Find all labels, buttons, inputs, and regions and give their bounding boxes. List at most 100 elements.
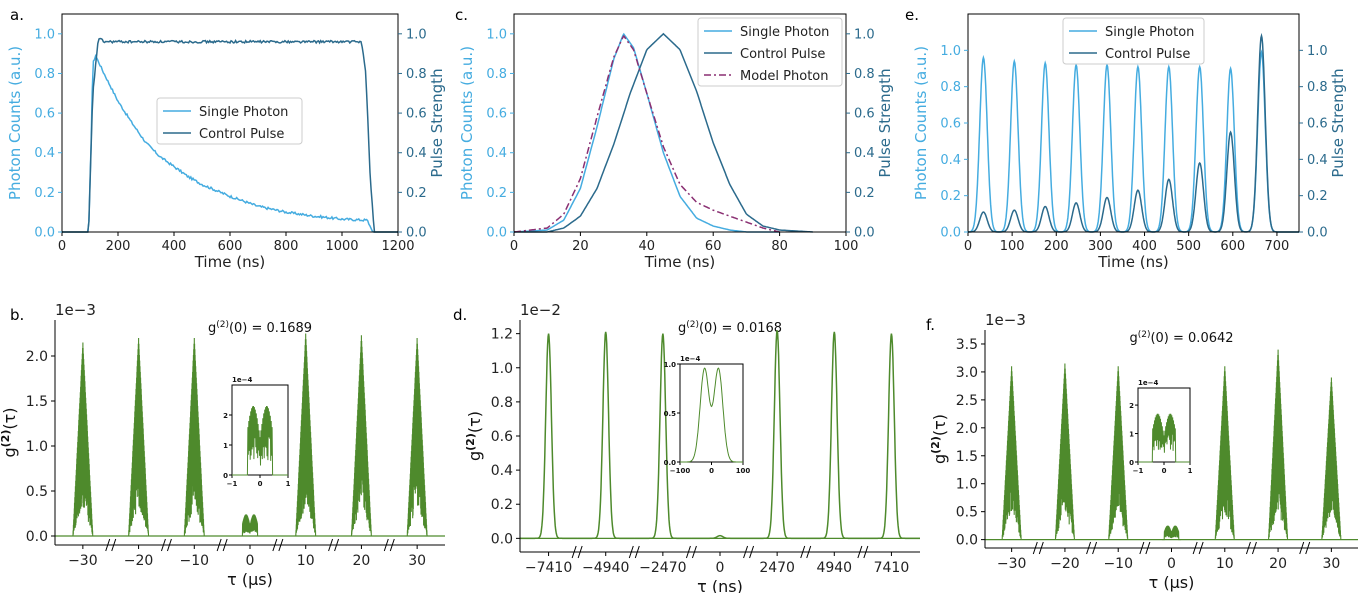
legend-label: Control Pulse <box>199 127 284 142</box>
y2-tick-label: 0.0 <box>1307 226 1328 241</box>
panel-b: b. 1e−3 g(2)(0) = 0.1689 0.0 0.5 1.0 1.5 2.0 g(2… <box>0 301 445 589</box>
y-tick-label: 0.5 <box>26 484 48 500</box>
axis-break-mark <box>160 538 166 552</box>
axis-break-mark <box>1139 541 1145 555</box>
axis-break-mark <box>1145 541 1151 555</box>
g2-peak <box>1054 363 1076 540</box>
x-axis-label: Time (ns) <box>194 253 266 271</box>
y-tick-label: 1.0 <box>491 361 513 377</box>
inset-scale-label: 1e−4 <box>1138 379 1158 387</box>
inset-y-tick-label: 2 <box>223 412 228 420</box>
x-tick-label: 30 <box>1322 556 1340 572</box>
inset-y-tick-label: 0.0 <box>664 459 677 467</box>
panel-d: d. 1e−2 g(2)(0) = 0.0168 0.0 0.2 0.4 0.6 0.8 1.0… <box>453 301 920 593</box>
y-tick-label: 0.8 <box>940 80 961 95</box>
y-tick-label: 0.0 <box>491 531 513 547</box>
y-tick-label: 1.5 <box>26 394 48 410</box>
x-axis-label: τ (μs) <box>1149 573 1195 592</box>
x-tick-label: 100 <box>834 239 859 254</box>
x-tick-label: 1200 <box>381 239 414 254</box>
legend-label: Single Photon <box>199 105 288 120</box>
panel-e: e. 0 100 200 300 400 500 600 700 Time (ns) 0.0 0.2 0… <box>905 6 1347 271</box>
panel-a: a. 0 200 400 600 800 1000 1200 Time (ns) 0.0 0.2 0.… <box>6 6 446 271</box>
axis-break-mark <box>571 545 577 559</box>
inset-x-tick-label: 1 <box>1188 467 1193 475</box>
panel-label: f. <box>926 316 935 334</box>
inset-y-tick-label: 1.0 <box>664 361 677 369</box>
x-tick-label: −10 <box>180 553 210 569</box>
x-tick-label: 400 <box>1132 239 1157 254</box>
inset-y-tick-label: 0 <box>1129 459 1134 467</box>
y-axis-label: g(2)(τ) <box>0 408 19 458</box>
axis-break-mark <box>1305 541 1311 555</box>
inset-y-tick-label: 1 <box>223 442 228 450</box>
x-tick-label: −7410 <box>525 560 572 576</box>
y-axis-label: Photon Counts (a.u.) <box>912 46 930 200</box>
x-tick-label: 700 <box>1265 239 1290 254</box>
legend: Single Photon Control Pulse <box>156 97 303 145</box>
series-model-photon <box>513 34 780 233</box>
y-tick-label: 2.0 <box>956 421 978 437</box>
y-axis-label: g(2)(τ) <box>929 414 949 464</box>
inset-y-tick-label: 0.5 <box>664 410 677 418</box>
g2-annotation: g(2)(0) = 0.1689 <box>208 320 312 336</box>
y-tick-label: 0.6 <box>940 117 961 132</box>
axis-break-mark <box>111 538 117 552</box>
y2-tick-label: 0.6 <box>1307 117 1328 132</box>
legend: Single Photon Control Pulse <box>1062 17 1205 65</box>
inset-y-tick-label: 2 <box>1129 402 1134 410</box>
panel-label: d. <box>453 306 467 324</box>
panel-label: e. <box>905 6 919 24</box>
x-tick-label: 0 <box>716 560 725 576</box>
y2-tick-label: 0.0 <box>406 226 427 241</box>
g2-peak <box>520 333 578 540</box>
y-axis-label: Photon Counts (a.u.) <box>458 46 476 200</box>
panel-f: f. 1e−3 g(2)(0) = 0.0642 0.0 0.5 1.0 1.5 2.0 2.5… <box>926 311 1358 592</box>
inset-x-tick-label: 100 <box>736 467 751 475</box>
x-tick-label: 40 <box>639 239 656 254</box>
x-tick-label: −30 <box>997 556 1027 572</box>
axis-break-mark <box>222 538 228 552</box>
y-tick-label: 0.0 <box>486 226 507 241</box>
y-axis-label: Photon Counts (a.u.) <box>6 46 24 200</box>
g2-peak <box>577 331 635 540</box>
axis-break-mark <box>383 538 389 552</box>
y-tick-label: 0.4 <box>34 146 55 161</box>
inset-x-tick-label: −1 <box>1133 467 1144 475</box>
y-tick-label: 1.2 <box>491 327 513 343</box>
axis-break-mark <box>806 545 812 559</box>
x-tick-label: 80 <box>771 239 788 254</box>
g2-annotation: g(2)(0) = 0.0642 <box>1129 330 1233 346</box>
x-tick-label: 10 <box>297 553 315 569</box>
inset-scale-label: 1e−4 <box>680 355 700 363</box>
inset-scale-label: 1e−4 <box>232 376 252 384</box>
y-tick-label: 2.0 <box>26 349 48 365</box>
series-single-photon <box>967 49 1299 233</box>
panel-label: c. <box>455 6 468 24</box>
y-tick-label: 0.8 <box>34 67 55 82</box>
axis-break-mark <box>691 545 697 559</box>
x-tick-label: 4940 <box>816 560 852 576</box>
y2-tick-label: 0.6 <box>406 107 427 122</box>
inset-x-tick-label: 0 <box>258 480 263 488</box>
x-tick-label: 500 <box>1176 239 1201 254</box>
g2-peak <box>748 330 806 540</box>
x-tick-label: −4940 <box>582 560 629 576</box>
y-tick-label: 0.6 <box>491 429 513 445</box>
axis-break-mark <box>800 545 806 559</box>
x-tick-label: 20 <box>572 239 589 254</box>
axis-break-mark <box>685 545 691 559</box>
x-tick-label: −20 <box>1050 556 1080 572</box>
axis-break-mark <box>1299 541 1305 555</box>
inset-curve <box>680 367 743 463</box>
x-tick-label: −10 <box>1103 556 1133 572</box>
inset-curve <box>232 405 288 476</box>
axis-break-mark <box>1192 541 1198 555</box>
axis-break-mark <box>272 538 278 552</box>
axis-break-mark <box>1086 541 1092 555</box>
x-axis-label: τ (ns) <box>697 577 743 593</box>
panel-label: b. <box>10 306 24 324</box>
y-tick-label: 1.0 <box>956 477 978 493</box>
